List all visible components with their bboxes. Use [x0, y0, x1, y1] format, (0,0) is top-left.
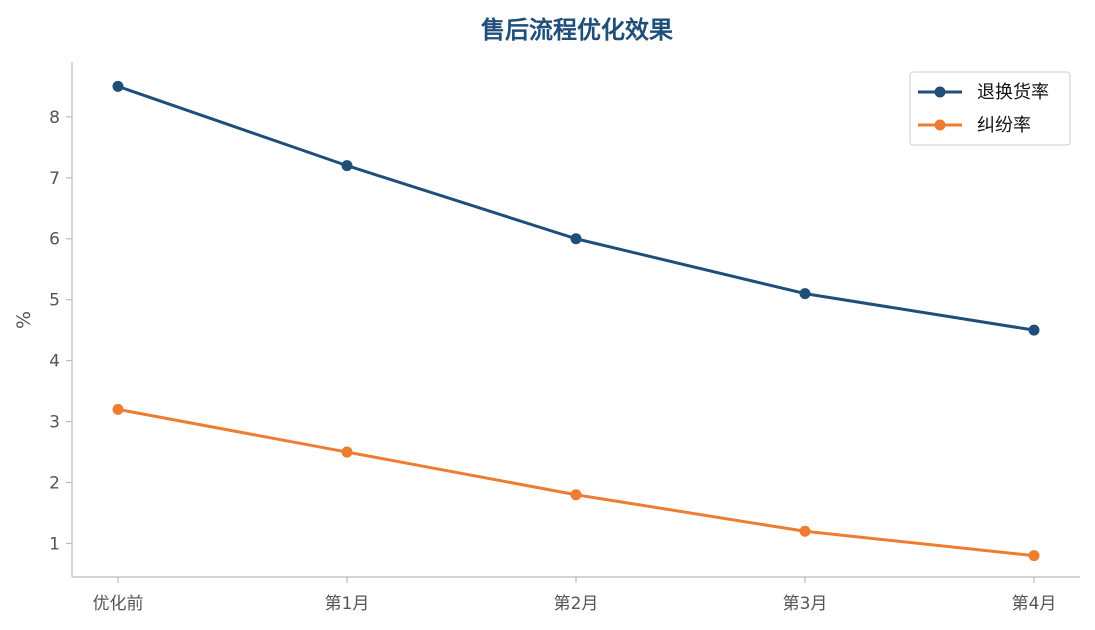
y-tick-label: 7	[49, 169, 60, 189]
chart-title: 售后流程优化效果	[481, 16, 673, 44]
data-point-0-4	[1028, 324, 1040, 336]
data-point-1-4	[1028, 550, 1040, 562]
x-tick-label: 第1月	[325, 594, 370, 614]
data-point-0-1	[341, 160, 353, 172]
y-tick-label: 6	[49, 230, 60, 250]
legend-label-0: 退换货率	[977, 82, 1049, 103]
data-point-0-2	[570, 233, 582, 245]
legend-marker-1	[934, 119, 946, 131]
y-tick-label: 2	[49, 474, 60, 494]
legend: 退换货率 纠纷率	[909, 71, 1071, 146]
data-point-0-3	[799, 288, 811, 300]
y-axis-label: %	[13, 311, 35, 329]
y-tick-label: 8	[49, 108, 60, 128]
y-tick-label: 1	[49, 534, 60, 554]
series-line-1	[116, 407, 1036, 558]
legend-label-1: 纠纷率	[977, 115, 1031, 136]
data-point-1-1	[341, 446, 353, 458]
y-tick-label: 5	[49, 291, 60, 311]
y-tick-label: 3	[49, 413, 60, 433]
x-tick-label: 第4月	[1012, 594, 1057, 614]
x-tick-label: 第3月	[783, 594, 828, 614]
series-layer	[112, 80, 1040, 562]
series-line-0	[116, 84, 1036, 332]
x-ticks: 优化前 第1月 第2月 第3月 第4月	[93, 577, 1057, 614]
data-point-0-0	[112, 80, 124, 92]
data-point-1-0	[112, 403, 124, 415]
y-tick-label: 4	[49, 352, 60, 372]
data-point-1-2	[570, 489, 582, 501]
x-tick-label: 第2月	[554, 594, 599, 614]
x-tick-label: 优化前	[93, 594, 144, 614]
data-point-1-3	[799, 525, 811, 537]
legend-box	[909, 71, 1071, 146]
legend-marker-0	[934, 86, 946, 98]
y-ticks: 1 2 3 4 5 6 7 8	[49, 108, 72, 554]
